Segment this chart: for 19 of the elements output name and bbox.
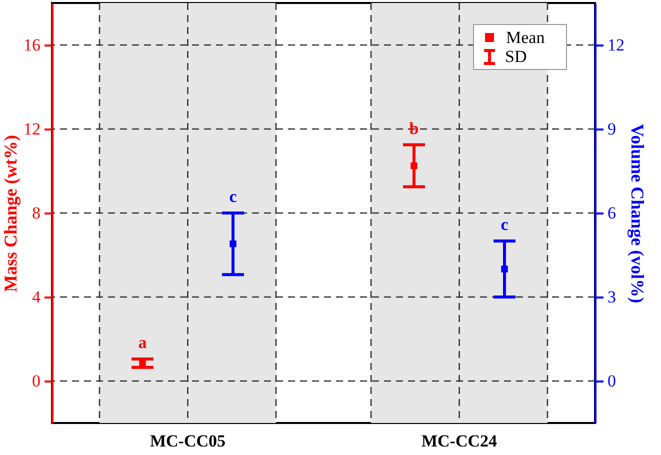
y-tick-label: 8 — [32, 204, 40, 222]
y2-tick-label: 12 — [608, 36, 624, 54]
x-tick-label: MC-CC05 — [150, 432, 226, 450]
x-tick-label: MC-CC24 — [421, 432, 498, 450]
y2-tick-label: 0 — [608, 372, 616, 390]
y-tick-label: 16 — [24, 36, 40, 54]
y2-tick-label: 3 — [608, 288, 616, 306]
annotation: Mean — [506, 28, 545, 48]
annotation: SD — [505, 46, 527, 66]
y2-axis-title: Volume Change (vol%) — [628, 124, 648, 304]
y2-tick-label: 6 — [608, 204, 616, 222]
y-tick-label: 0 — [32, 372, 40, 390]
y-axis-title: Mass Change (wt%) — [0, 135, 20, 292]
y-tick-label: 4 — [32, 288, 41, 306]
data-label: c — [500, 215, 509, 234]
data-label: a — [138, 332, 148, 352]
y2-tick-label: 9 — [608, 120, 616, 138]
y-tick-label: 12 — [24, 120, 40, 138]
data-label: c — [229, 187, 238, 206]
